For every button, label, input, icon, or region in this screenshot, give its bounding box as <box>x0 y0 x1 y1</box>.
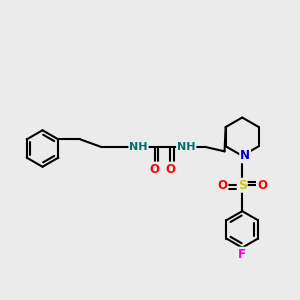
Text: O: O <box>150 163 160 176</box>
Text: O: O <box>165 163 175 176</box>
Text: NH: NH <box>177 142 196 152</box>
Text: O: O <box>218 179 227 192</box>
Text: O: O <box>257 179 267 192</box>
Text: NH: NH <box>129 142 148 152</box>
Text: S: S <box>238 179 247 192</box>
Text: F: F <box>238 248 246 261</box>
Text: N: N <box>240 149 250 162</box>
